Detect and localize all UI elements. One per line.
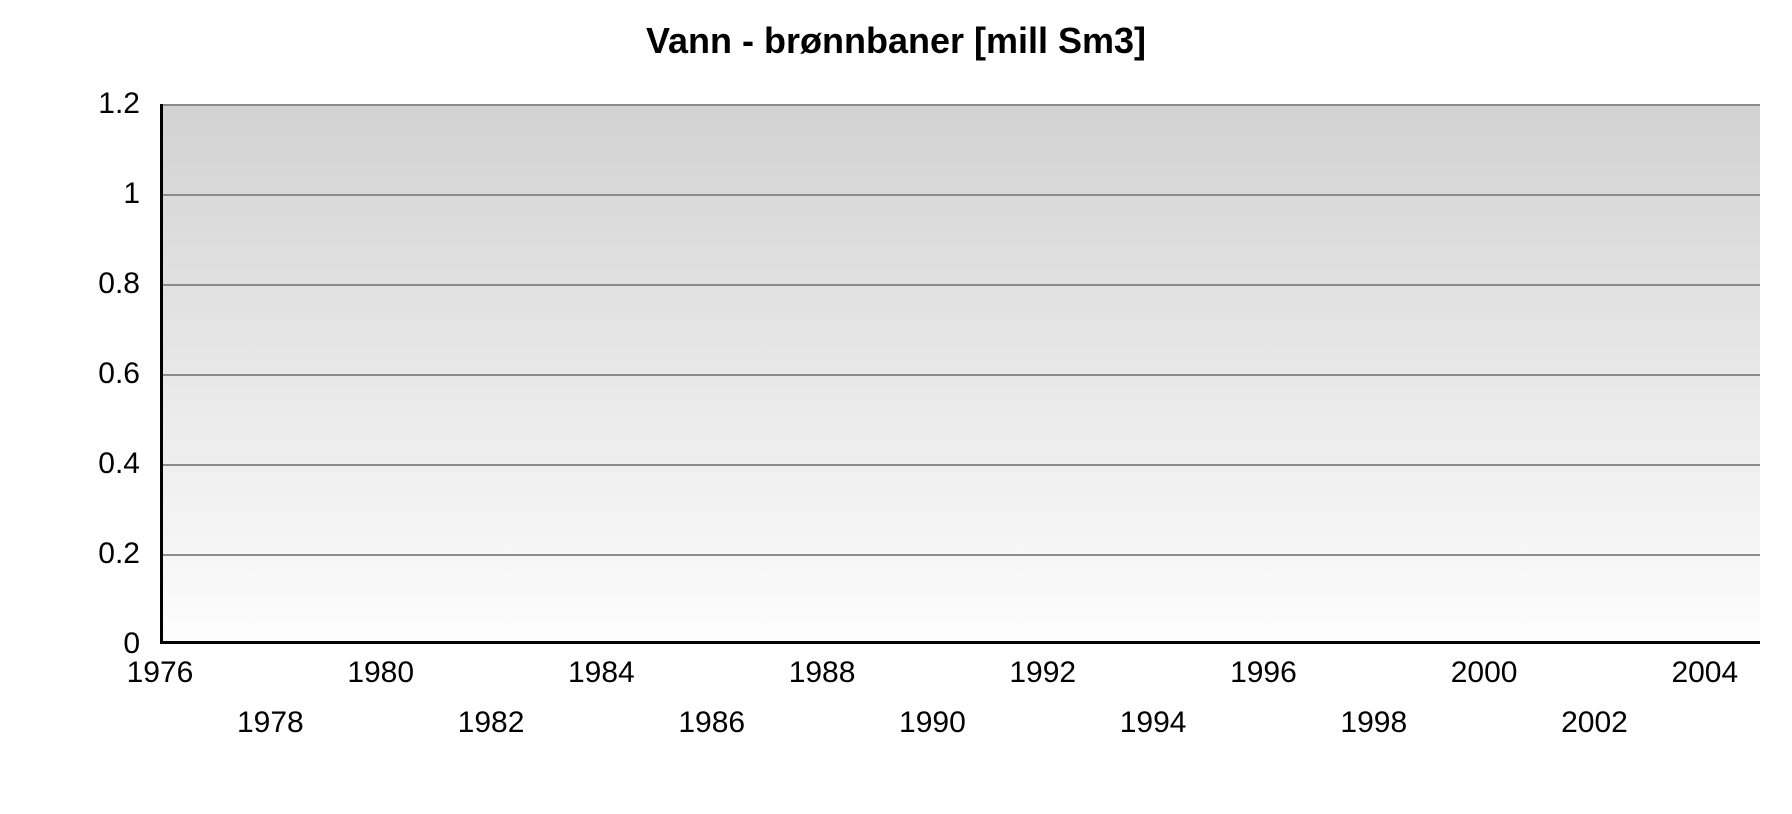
y-tick-label: 1: [0, 177, 140, 211]
x-tick-label: 1994: [1120, 706, 1187, 740]
y-tick-label: 0.2: [0, 537, 140, 571]
x-tick-label: 1982: [458, 706, 525, 740]
y-tick-label: 0.8: [0, 267, 140, 301]
x-tick-label: 1984: [568, 656, 635, 690]
chart-container: Vann - brønnbaner [mill Sm3] 0 0.2 0.4 0.6 0…: [0, 0, 1792, 814]
x-tick-label: 2002: [1561, 706, 1628, 740]
x-tick-label: 1996: [1230, 656, 1297, 690]
y-gridline: [163, 104, 1760, 106]
x-tick-label: 2000: [1451, 656, 1518, 690]
x-tick-label: 1998: [1340, 706, 1407, 740]
x-tick-label: 1976: [127, 656, 194, 690]
y-gridline: [163, 194, 1760, 196]
y-gridline: [163, 554, 1760, 556]
x-tick-label: 1992: [1009, 656, 1076, 690]
y-gridline: [163, 284, 1760, 286]
y-gridline: [163, 464, 1760, 466]
y-gridline: [163, 374, 1760, 376]
plot-area: [160, 104, 1760, 644]
y-tick-label: 0: [0, 627, 140, 661]
x-tick-label: 2004: [1671, 656, 1738, 690]
y-tick-label: 0.6: [0, 357, 140, 391]
x-tick-label: 1990: [899, 706, 966, 740]
x-tick-label: 1986: [678, 706, 745, 740]
x-tick-label: 1988: [789, 656, 856, 690]
y-tick-label: 1.2: [0, 87, 140, 121]
x-tick-label: 1978: [237, 706, 304, 740]
chart-title: Vann - brønnbaner [mill Sm3]: [0, 20, 1792, 62]
x-tick-label: 1980: [347, 656, 414, 690]
y-tick-label: 0.4: [0, 447, 140, 481]
